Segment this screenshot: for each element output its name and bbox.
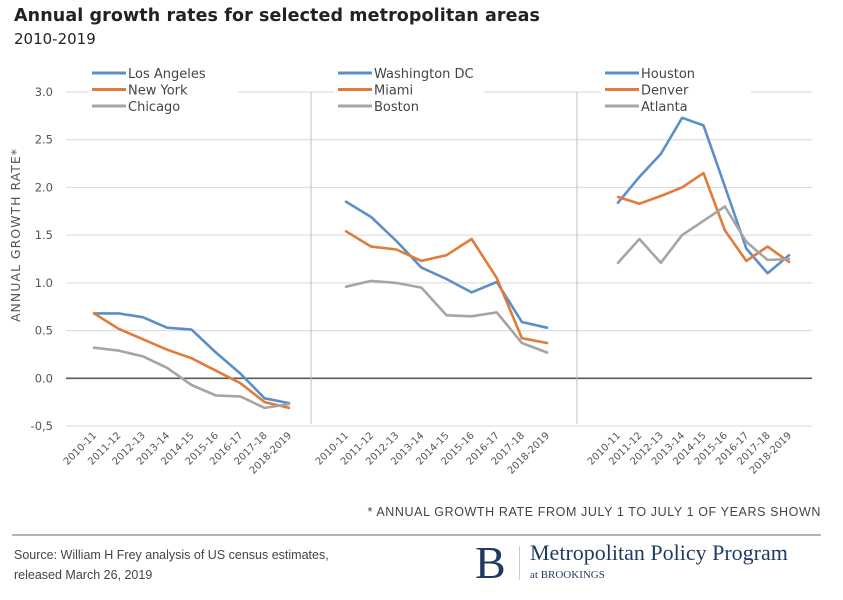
series-line-atlanta bbox=[616, 205, 791, 265]
y-tick-label: 2.5 bbox=[35, 133, 53, 147]
legend-label: Houston bbox=[641, 67, 695, 82]
logo-separator bbox=[519, 546, 520, 580]
x-axis-ticks: 2010-112011-122012-132013-142014-152015-… bbox=[62, 430, 794, 476]
series-line-houston bbox=[616, 116, 791, 275]
y-tick-label: 3.0 bbox=[35, 85, 53, 99]
legend-label: Los Angeles bbox=[128, 67, 206, 82]
series-line-los-angeles bbox=[92, 312, 291, 405]
series-line-boston bbox=[344, 279, 549, 354]
y-tick-label: 1.0 bbox=[35, 276, 53, 290]
y-tick-label: 0.5 bbox=[35, 324, 53, 338]
y-axis-ticks: 3.0 2.5 2.0 1.5 1.0 0.5 0.0 -0,5 bbox=[31, 85, 53, 433]
series-lines bbox=[92, 116, 791, 410]
series-line-denver bbox=[616, 171, 791, 264]
footnote: * ANNUAL GROWTH RATE FROM JULY 1 TO JULY… bbox=[367, 505, 821, 519]
series-line-miami bbox=[344, 230, 549, 345]
source-note: Source: William H Frey analysis of US ce… bbox=[14, 545, 329, 585]
y-tick-label: -0,5 bbox=[31, 419, 53, 433]
legend-label: Washington DC bbox=[374, 67, 474, 82]
legend-label: Miami bbox=[374, 84, 413, 99]
panel-dividers bbox=[310, 92, 578, 424]
series-line-new-york bbox=[92, 312, 291, 410]
brookings-b-icon: B bbox=[475, 537, 506, 588]
source-line-2: released March 26, 2019 bbox=[14, 568, 153, 582]
legend-label: Chicago bbox=[128, 100, 180, 115]
chart-subtitle: 2010-2019 bbox=[14, 30, 96, 48]
y-tick-label: 2.0 bbox=[35, 180, 53, 194]
brand-subtitle: at BROOKINGS bbox=[530, 569, 605, 581]
legend-label: New York bbox=[128, 84, 188, 99]
brand-name: Metropolitan Policy Program bbox=[530, 540, 788, 565]
series-line-chicago bbox=[92, 346, 291, 410]
legend-label: Boston bbox=[374, 100, 419, 115]
brookings-logo: B Metropolitan Policy Program at BROOKIN… bbox=[475, 538, 825, 588]
line-chart: 3.0 2.5 2.0 1.5 1.0 0.5 0.0 -0,5 2010-112011-12… bbox=[8, 64, 812, 477]
chart-title: Annual growth rates for selected metropo… bbox=[14, 6, 541, 26]
y-tick-label: 1.5 bbox=[35, 228, 53, 242]
y-tick-label: 0.0 bbox=[35, 371, 53, 385]
y-axis-label: ANNUAL GROWTH RATE* bbox=[8, 148, 23, 322]
source-line-1: Source: William H Frey analysis of US ce… bbox=[14, 548, 329, 562]
footer-divider bbox=[12, 534, 821, 536]
legend-label: Atlanta bbox=[641, 100, 688, 115]
legend-label: Denver bbox=[641, 84, 689, 99]
series-line-washington-dc bbox=[344, 200, 549, 330]
